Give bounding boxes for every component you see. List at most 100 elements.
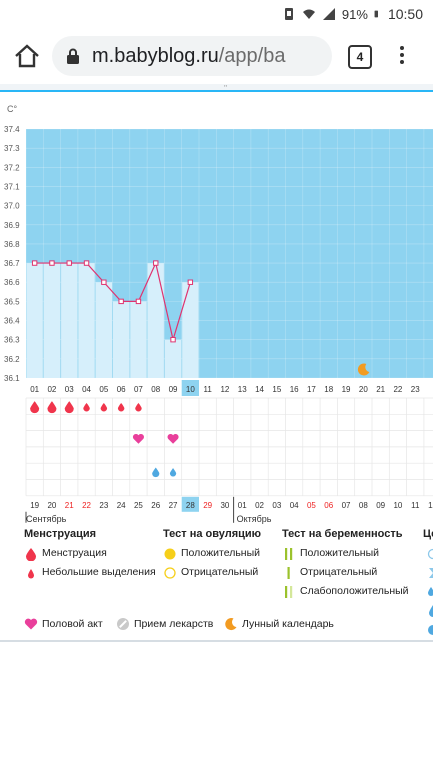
legend-menstruation-heavy-label: Менструация [42, 547, 107, 559]
status-bar: 91% 10:50 [0, 0, 433, 28]
temperature-point [66, 260, 72, 266]
y-tick-label: 36.1 [4, 374, 20, 383]
temperature-line [34, 261, 191, 343]
home-icon[interactable] [12, 41, 42, 71]
calendar-date-label: 01 [238, 501, 247, 510]
menstruation-heavy-marker [30, 401, 40, 414]
cycle-day-label: 04 [82, 385, 91, 394]
temperature-point [135, 298, 142, 305]
url-text: m.babyblog.ru/app/ba [92, 45, 285, 68]
legend-medicine-label: Прием лекарств [134, 618, 214, 630]
blood-drop-icon [26, 548, 36, 561]
legend-pregnancy: Тест на беременность Положительный Отриц… [282, 528, 409, 603]
bbt-chart: C° 37.4 37.3 37.2 37.1 37.0 36.9 36.8 36.7 36.6 36… [0, 94, 433, 526]
menstruation-heavy-marker [64, 401, 74, 414]
calendar-date-label: 19 [30, 501, 39, 510]
temperature-point [101, 279, 107, 285]
calendar-date-label: 08 [359, 501, 368, 510]
cycle-day-label: 06 [117, 385, 126, 394]
heart-icon [24, 618, 38, 630]
battery-icon [374, 10, 378, 18]
temperature-bar [147, 263, 164, 378]
y-tick-label: 36.9 [4, 221, 20, 230]
calendar-date-label: 06 [324, 501, 333, 510]
lock-icon [67, 48, 79, 64]
wifi-icon [302, 9, 315, 19]
cycle-day-label: 23 [411, 385, 420, 394]
y-tick-label: 36.2 [4, 355, 20, 364]
calendar-date-label: 03 [272, 501, 281, 510]
menstruation-heavy-marker [47, 401, 57, 414]
legend-pregnancy-weak-label: Слабоположительный [300, 585, 409, 597]
cycle-day-label: 21 [376, 385, 385, 394]
current-day-highlight [181, 380, 199, 396]
sim-icon [284, 8, 293, 20]
legend-intercourse: Половой акт [24, 618, 103, 630]
cycle-day-label: 02 [47, 385, 56, 394]
legend-lunar: Лунный календарь [224, 618, 334, 631]
cervix-drops-icon [428, 587, 433, 596]
legend-pregnancy-weak: Слабоположительный [282, 584, 409, 603]
legend-pregnancy-positive: Положительный [282, 546, 409, 565]
events-grid [26, 378, 433, 520]
calendar-date-label: 24 [117, 501, 126, 510]
legend-menstruation-heavy: Менструация [24, 546, 156, 565]
y-tick-label: 36.7 [4, 259, 20, 268]
y-unit-label: C° [7, 104, 17, 114]
cycle-day-label: 20 [359, 385, 368, 394]
legend-ovulation-positive-label: Положительный [181, 547, 261, 559]
chart-legend: Менструация Менструация Небольшие выделе… [0, 520, 433, 640]
calendar-date-label: 02 [255, 501, 264, 510]
legend-menstruation-title: Менструация [24, 528, 97, 540]
signal-icon [322, 8, 335, 20]
today-highlight [181, 496, 199, 512]
temperature-point [49, 260, 55, 266]
y-tick-label: 37.3 [4, 144, 20, 153]
legend-menstruation-light: Небольшие выделения [24, 565, 156, 584]
cervix-circle-icon [427, 548, 433, 560]
temperature-point [31, 260, 38, 266]
temperature-bar [95, 282, 112, 378]
menstruation-light-marker [100, 402, 108, 412]
y-tick-label: 36.4 [4, 317, 20, 326]
legend-lunar-label: Лунный календарь [242, 618, 334, 630]
url-host: m.babyblog.ru [92, 45, 219, 67]
tab-switcher-button[interactable]: 4 [348, 45, 372, 69]
calendar-date-label: 21 [65, 501, 74, 510]
browser-toolbar: m.babyblog.ru/app/ba 4 [0, 28, 433, 84]
moon-icon [225, 618, 237, 631]
calendar-date-label: 07 [342, 501, 351, 510]
cycle-day-label: 11 [203, 385, 212, 394]
cycle-day-label: 01 [30, 385, 39, 394]
temperature-bar [61, 263, 78, 378]
month1-label: Сентябрь [26, 514, 67, 524]
cervix-hourglass-icon [429, 568, 433, 578]
moon-marker [357, 363, 370, 376]
cervix-drop-icon [429, 605, 433, 617]
cycle-day-label: 10 [186, 385, 195, 394]
legend-cervix: Це [423, 528, 433, 641]
calendar-date-label: 22 [82, 501, 91, 510]
legend-menstruation-light-label: Небольшие выделения [42, 566, 156, 578]
month2-label: Октябрь [237, 514, 272, 524]
drag-handle-icon[interactable]: '' [224, 84, 228, 93]
cycle-day-label: 08 [151, 385, 160, 394]
legend-ovulation-negative: Отрицательный [163, 565, 261, 584]
legend-ovulation: Тест на овуляцию Положительный Отрицател… [163, 528, 261, 584]
more-menu-icon[interactable] [396, 43, 408, 69]
weak-stripe-icon [285, 586, 293, 598]
empty-circle-icon [164, 567, 176, 579]
cycle-day-label: 12 [220, 385, 229, 394]
cycle-day-label: 17 [307, 385, 316, 394]
calendar-date-label: 26 [151, 501, 160, 510]
legend-pregnancy-title: Тест на беременность [282, 528, 403, 540]
url-bar[interactable]: m.babyblog.ru/app/ba [52, 36, 332, 76]
y-tick-label: 37.4 [4, 125, 20, 134]
yellow-circle-icon [164, 548, 176, 560]
pill-icon [117, 618, 129, 630]
single-stripe-icon [287, 567, 290, 579]
calendar-date-label: 25 [134, 501, 143, 510]
legend-cervix-title: Це [423, 528, 433, 540]
calendar-date-label: 11 [411, 501, 420, 510]
y-tick-label: 36.5 [4, 297, 20, 306]
